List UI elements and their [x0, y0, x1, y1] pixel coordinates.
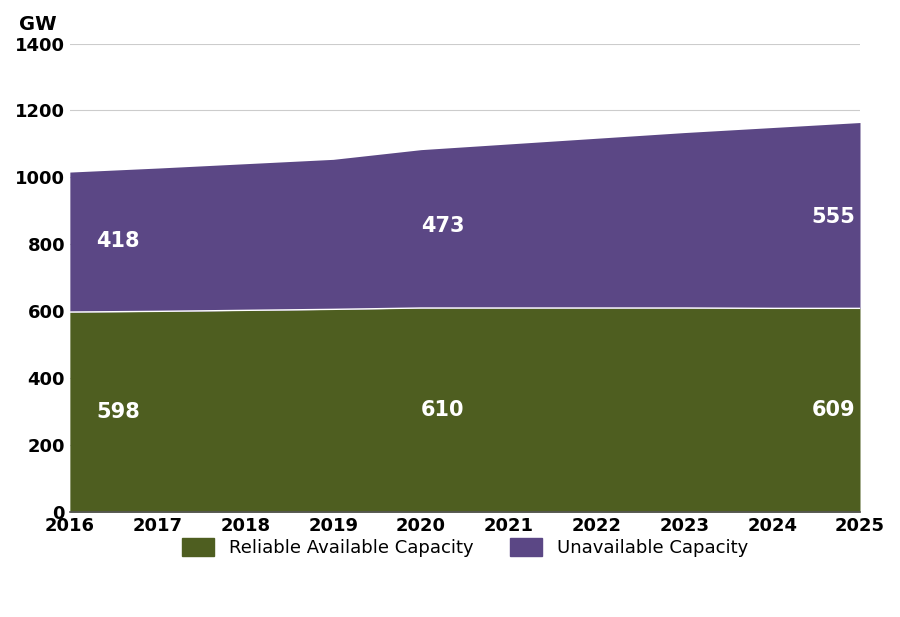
Text: 598: 598: [96, 402, 140, 422]
Text: GW: GW: [19, 15, 56, 34]
Text: 473: 473: [421, 216, 464, 236]
Text: 610: 610: [421, 400, 464, 420]
Text: 609: 609: [812, 400, 855, 420]
Legend: Reliable Available Capacity, Unavailable Capacity: Reliable Available Capacity, Unavailable…: [175, 531, 755, 564]
Text: 418: 418: [96, 231, 140, 251]
Text: 555: 555: [812, 207, 856, 227]
